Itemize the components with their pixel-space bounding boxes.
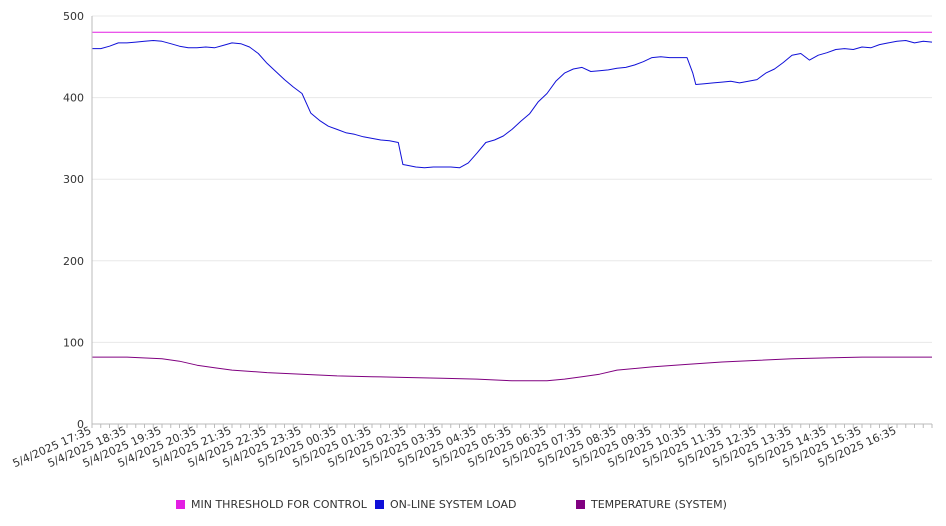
y-tick-label: 300 [63,173,84,186]
x-axis-ticks: 5/4/2025 17:355/4/2025 18:355/4/2025 19:… [11,424,933,470]
legend-label-temperature: TEMPERATURE (SYSTEM) [591,498,727,511]
legend-item-temperature[interactable]: TEMPERATURE (SYSTEM) [576,498,727,511]
legend-label-system-load: ON-LINE SYSTEM LOAD [390,498,517,511]
y-tick-label: 100 [63,336,84,349]
y-tick-label: 200 [63,255,84,268]
legend-label-min-threshold: MIN THRESHOLD FOR CONTROL [191,498,367,511]
legend-item-min-threshold[interactable]: MIN THRESHOLD FOR CONTROL [176,498,367,511]
gridlines [92,15,932,343]
y-tick-label: 500 [63,10,84,23]
series-line-1 [92,40,933,169]
axes [91,16,932,425]
y-axis-ticks: 0 100 200 300 400 500 [63,10,84,431]
y-tick-label: 0 [77,418,84,431]
legend: MIN THRESHOLD FOR CONTROL ON-LINE SYSTEM… [0,498,946,514]
legend-swatch-temperature [576,500,585,509]
legend-swatch-system-load [375,500,384,509]
series-line-2 [92,356,932,382]
legend-swatch-min-threshold [176,500,185,509]
y-tick-label: 400 [63,92,84,105]
legend-item-system-load[interactable]: ON-LINE SYSTEM LOAD [375,498,516,511]
series-lines [92,31,933,382]
